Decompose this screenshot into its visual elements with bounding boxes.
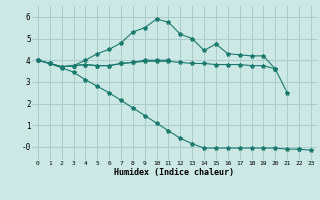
X-axis label: Humidex (Indice chaleur): Humidex (Indice chaleur) bbox=[115, 168, 234, 177]
